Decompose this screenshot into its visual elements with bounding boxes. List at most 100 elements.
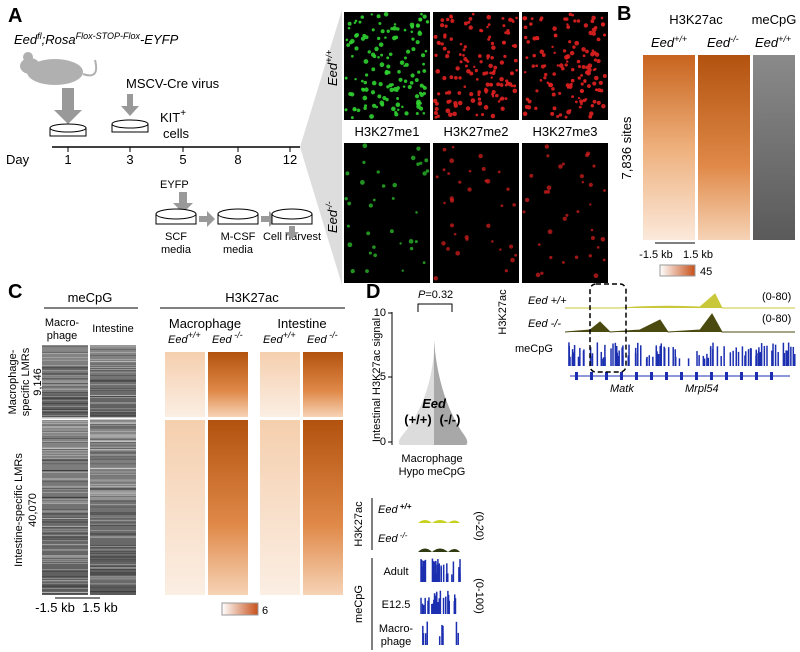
nucleus: [436, 114, 440, 119]
nucleus: [440, 23, 445, 28]
nucleus: [590, 236, 595, 241]
signal-bar: [568, 345, 571, 366]
sites-label: 7,836 sites: [619, 116, 634, 179]
highlight-box: [589, 283, 627, 373]
colorbar: [659, 264, 696, 277]
nucleus: [543, 64, 547, 68]
signal-bar: [674, 349, 676, 366]
signal-bar: [435, 560, 437, 582]
nucleus: [347, 21, 352, 26]
nucleus: [365, 269, 369, 274]
column-label: Macro-: [45, 317, 80, 329]
nucleus: [442, 147, 447, 152]
signal-bar: [604, 357, 606, 366]
nucleus: [361, 87, 365, 91]
genotype: Eedfl;RosaFlox-STOP-Flox-EYFP: [14, 31, 179, 47]
nucleus: [523, 35, 528, 40]
nucleus: [512, 43, 518, 49]
nucleus: [478, 153, 483, 159]
nucleus: [491, 95, 495, 98]
zoom-wedge: [300, 10, 342, 285]
text: -/-: [730, 34, 739, 44]
nucleus: [349, 92, 355, 97]
nucleus: [579, 174, 584, 179]
signal-bar: [438, 598, 441, 614]
nucleus: [366, 231, 371, 236]
nucleus: [463, 45, 467, 49]
signal-bar: [424, 561, 426, 582]
nucleus: [603, 33, 607, 37]
nucleus: [602, 74, 607, 78]
nucleus: [561, 162, 565, 166]
tick-label: 1.5 kb: [683, 249, 713, 261]
row-count: 40,070: [27, 493, 39, 527]
nucleus: [506, 31, 511, 35]
signal-bar: [741, 346, 744, 366]
signal-bar: [451, 574, 453, 582]
nucleus: [410, 73, 415, 78]
nucleus: [539, 49, 545, 54]
nucleus: [445, 91, 449, 95]
nucleus: [466, 69, 471, 74]
day-label: 12: [283, 152, 297, 167]
text: Eed: [212, 334, 232, 346]
exon: [620, 372, 623, 380]
nucleus: [592, 99, 597, 104]
nucleus: [455, 250, 461, 256]
text: ;Rosa: [42, 32, 76, 47]
nucleus: [479, 28, 483, 33]
nucleus: [474, 68, 479, 73]
signal-bar: [648, 355, 651, 366]
signal-bar: [426, 621, 428, 645]
exon: [590, 372, 593, 380]
column-label: Intestine: [92, 323, 134, 335]
nucleus: [416, 162, 420, 166]
nucleus: [526, 40, 531, 44]
signal-bar: [602, 357, 605, 366]
nucleus: [501, 40, 506, 45]
nucleus: [463, 85, 467, 89]
nucleus: [481, 113, 485, 117]
nucleus: [475, 113, 479, 117]
nucleus: [442, 76, 447, 81]
nucleus: [350, 116, 354, 120]
nucleus: [488, 63, 493, 69]
nucleus: [442, 46, 447, 51]
nucleus: [577, 96, 581, 100]
signal-bar: [457, 632, 459, 645]
text: +/+: [188, 330, 201, 340]
nucleus: [548, 82, 553, 88]
nucleus: [523, 25, 528, 30]
nucleus: [363, 80, 368, 85]
heatmap: [165, 420, 205, 595]
tick-label: 0: [380, 436, 386, 448]
signal-bar: [749, 348, 752, 366]
text: KIT: [160, 110, 180, 125]
signal-bar: [783, 353, 786, 366]
nucleus: [603, 189, 606, 192]
nucleus: [396, 27, 400, 31]
heatmap: [165, 352, 205, 417]
nucleus: [354, 46, 359, 51]
nucleus: [381, 184, 386, 188]
text: +/+: [778, 34, 791, 44]
group-label: H3K27ac: [225, 290, 279, 305]
signal-bar: [735, 347, 737, 366]
signal-bar: [766, 345, 768, 366]
row-count: 9,146: [32, 368, 44, 396]
nucleus: [568, 12, 573, 17]
signal-bar: [667, 347, 670, 366]
nucleus: [372, 54, 377, 59]
signal-bar: [421, 572, 424, 582]
signal-bar: [439, 590, 442, 614]
nucleus: [513, 84, 517, 88]
nucleus: [349, 38, 355, 44]
nucleus: [504, 97, 508, 101]
nucleus: [417, 70, 421, 74]
nucleus: [371, 28, 375, 32]
signal-bar: [446, 563, 448, 582]
column-label: Eed-/-: [707, 34, 739, 50]
signal-bar: [617, 355, 620, 366]
nucleus: [471, 12, 475, 16]
